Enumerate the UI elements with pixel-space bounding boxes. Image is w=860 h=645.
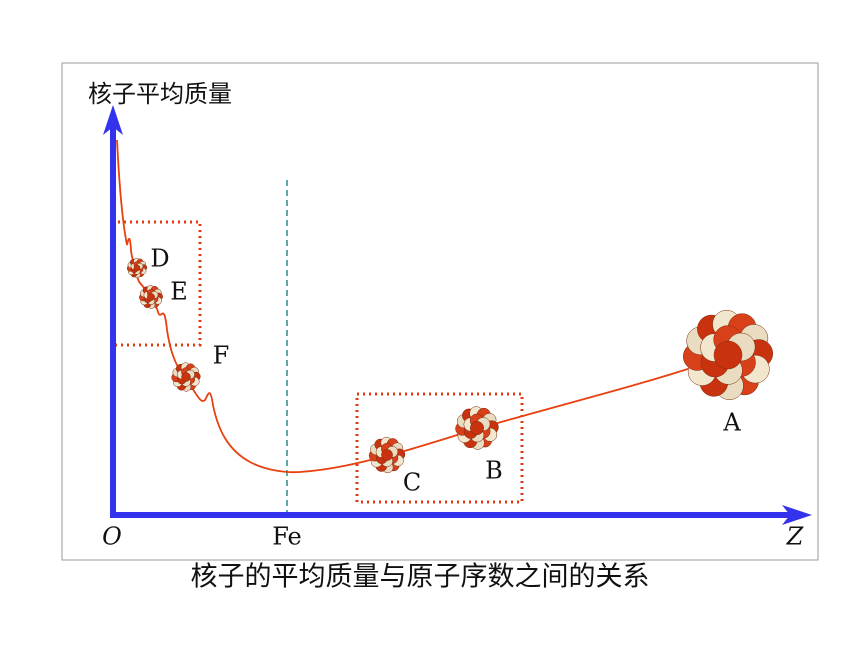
nucleon [147, 293, 155, 301]
nucleon [181, 372, 191, 382]
fe-label: Fe [272, 523, 302, 551]
y-axis-label: 核子平均质量 [88, 80, 232, 108]
nucleon [381, 449, 393, 461]
x-axis-label: Z [786, 523, 805, 551]
nucleus-label: C [403, 469, 421, 497]
x-arrow [782, 505, 812, 525]
nucleus [368, 436, 406, 474]
nucleus [455, 406, 499, 450]
mass-curve [116, 139, 701, 474]
y-arrow [103, 105, 123, 135]
origin-label: O [102, 523, 122, 551]
nucleus-label: A [722, 409, 741, 437]
middle-box [355, 392, 524, 504]
nucleus [171, 362, 201, 392]
frame [61, 62, 819, 561]
nucleus [682, 309, 774, 401]
nucleus-label: E [170, 278, 188, 306]
nucleus-label: F [213, 342, 230, 370]
caption: 核子的平均质量与原子序数之间的关系 [191, 562, 650, 593]
nucleus [126, 257, 148, 279]
nuclei [126, 257, 774, 474]
nucleus [139, 285, 163, 309]
nucleon [470, 421, 484, 435]
nucleus-label: D [150, 245, 169, 273]
nucleon [133, 264, 141, 272]
nucleon [713, 340, 743, 370]
nucleus-label: B [485, 457, 503, 485]
